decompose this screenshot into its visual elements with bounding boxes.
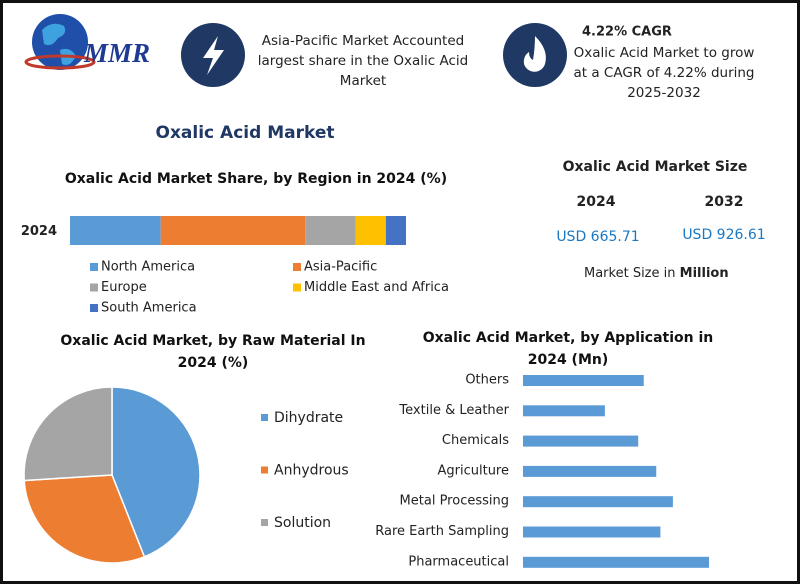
chart-title: Oxalic Acid Market, by Application in 20… xyxy=(422,330,714,368)
size-year: 2032 xyxy=(705,194,744,210)
bar xyxy=(523,496,673,508)
size-note-unit: Million xyxy=(680,266,729,281)
y-tick-label: Textile & Leather xyxy=(398,403,509,418)
bar-segment xyxy=(70,216,161,245)
legend-label: Middle East and Africa xyxy=(304,280,449,295)
y-tick-label: Metal Processing xyxy=(400,494,509,509)
bar xyxy=(523,465,657,477)
legend-label: Dihydrate xyxy=(274,410,343,426)
legend-label: Solution xyxy=(274,515,331,531)
bar-segment xyxy=(385,216,406,245)
legend-swatch xyxy=(261,414,268,421)
legend-label: Anhydrous xyxy=(274,463,349,479)
bar xyxy=(523,435,639,447)
flame-icon xyxy=(523,36,546,72)
legend-label: North America xyxy=(101,260,195,275)
bar-segment xyxy=(305,216,356,245)
logo-globe xyxy=(24,14,96,70)
legend-label: Asia-Pacific xyxy=(304,260,377,275)
legend-swatch xyxy=(261,519,268,526)
size-note-text: Market Size in xyxy=(584,266,676,281)
bar-segment xyxy=(355,216,386,245)
y-tick-label: Pharmaceutical xyxy=(408,554,509,569)
info-text: Oxalic Acid Market to grow at a CAGR of … xyxy=(573,45,755,101)
legend-label: South America xyxy=(101,301,197,316)
lightning-icon xyxy=(203,36,224,75)
legend-swatch xyxy=(90,283,98,292)
legend-swatch xyxy=(261,466,268,474)
chart-title: Oxalic Acid Market, by Raw Material In 2… xyxy=(60,333,366,371)
size-year: 2024 xyxy=(577,194,616,210)
logo-text: MMR xyxy=(83,38,150,68)
size-value: USD 665.71 xyxy=(556,229,639,245)
size-title: Oxalic Acid Market Size xyxy=(563,159,748,175)
canvas: MMR Oxalic Acid Market 4.22% CAGR Oxalic… xyxy=(21,14,766,569)
pie-slice xyxy=(111,386,201,558)
pie-slice xyxy=(23,474,146,564)
legend-swatch xyxy=(90,263,98,271)
bar-segment xyxy=(160,216,306,245)
bar xyxy=(523,375,644,386)
pie-slice xyxy=(23,386,113,482)
y-tick-label: Chemicals xyxy=(442,433,509,448)
cagr-heading: 4.22% CAGR xyxy=(582,25,672,40)
size-note: Market Size in Million xyxy=(584,266,729,281)
y-tick-label: Agriculture xyxy=(438,463,510,478)
legend-swatch xyxy=(293,283,301,292)
category-label: 2024 xyxy=(21,224,57,239)
y-tick-label: Rare Earth Sampling xyxy=(375,524,509,539)
size-value: USD 926.61 xyxy=(682,227,765,243)
legend-swatch xyxy=(90,304,98,312)
chart-title: Oxalic Acid Market Share, by Region in 2… xyxy=(64,171,448,187)
y-tick-label: Others xyxy=(465,373,509,388)
info-text: Asia-Pacific Market Accounted largest sh… xyxy=(257,33,469,89)
bar xyxy=(523,526,661,538)
legend-swatch xyxy=(293,263,301,271)
main-title: Oxalic Acid Market xyxy=(156,123,335,143)
bar xyxy=(523,405,605,417)
legend-label: Europe xyxy=(101,280,147,295)
bar xyxy=(523,556,709,568)
